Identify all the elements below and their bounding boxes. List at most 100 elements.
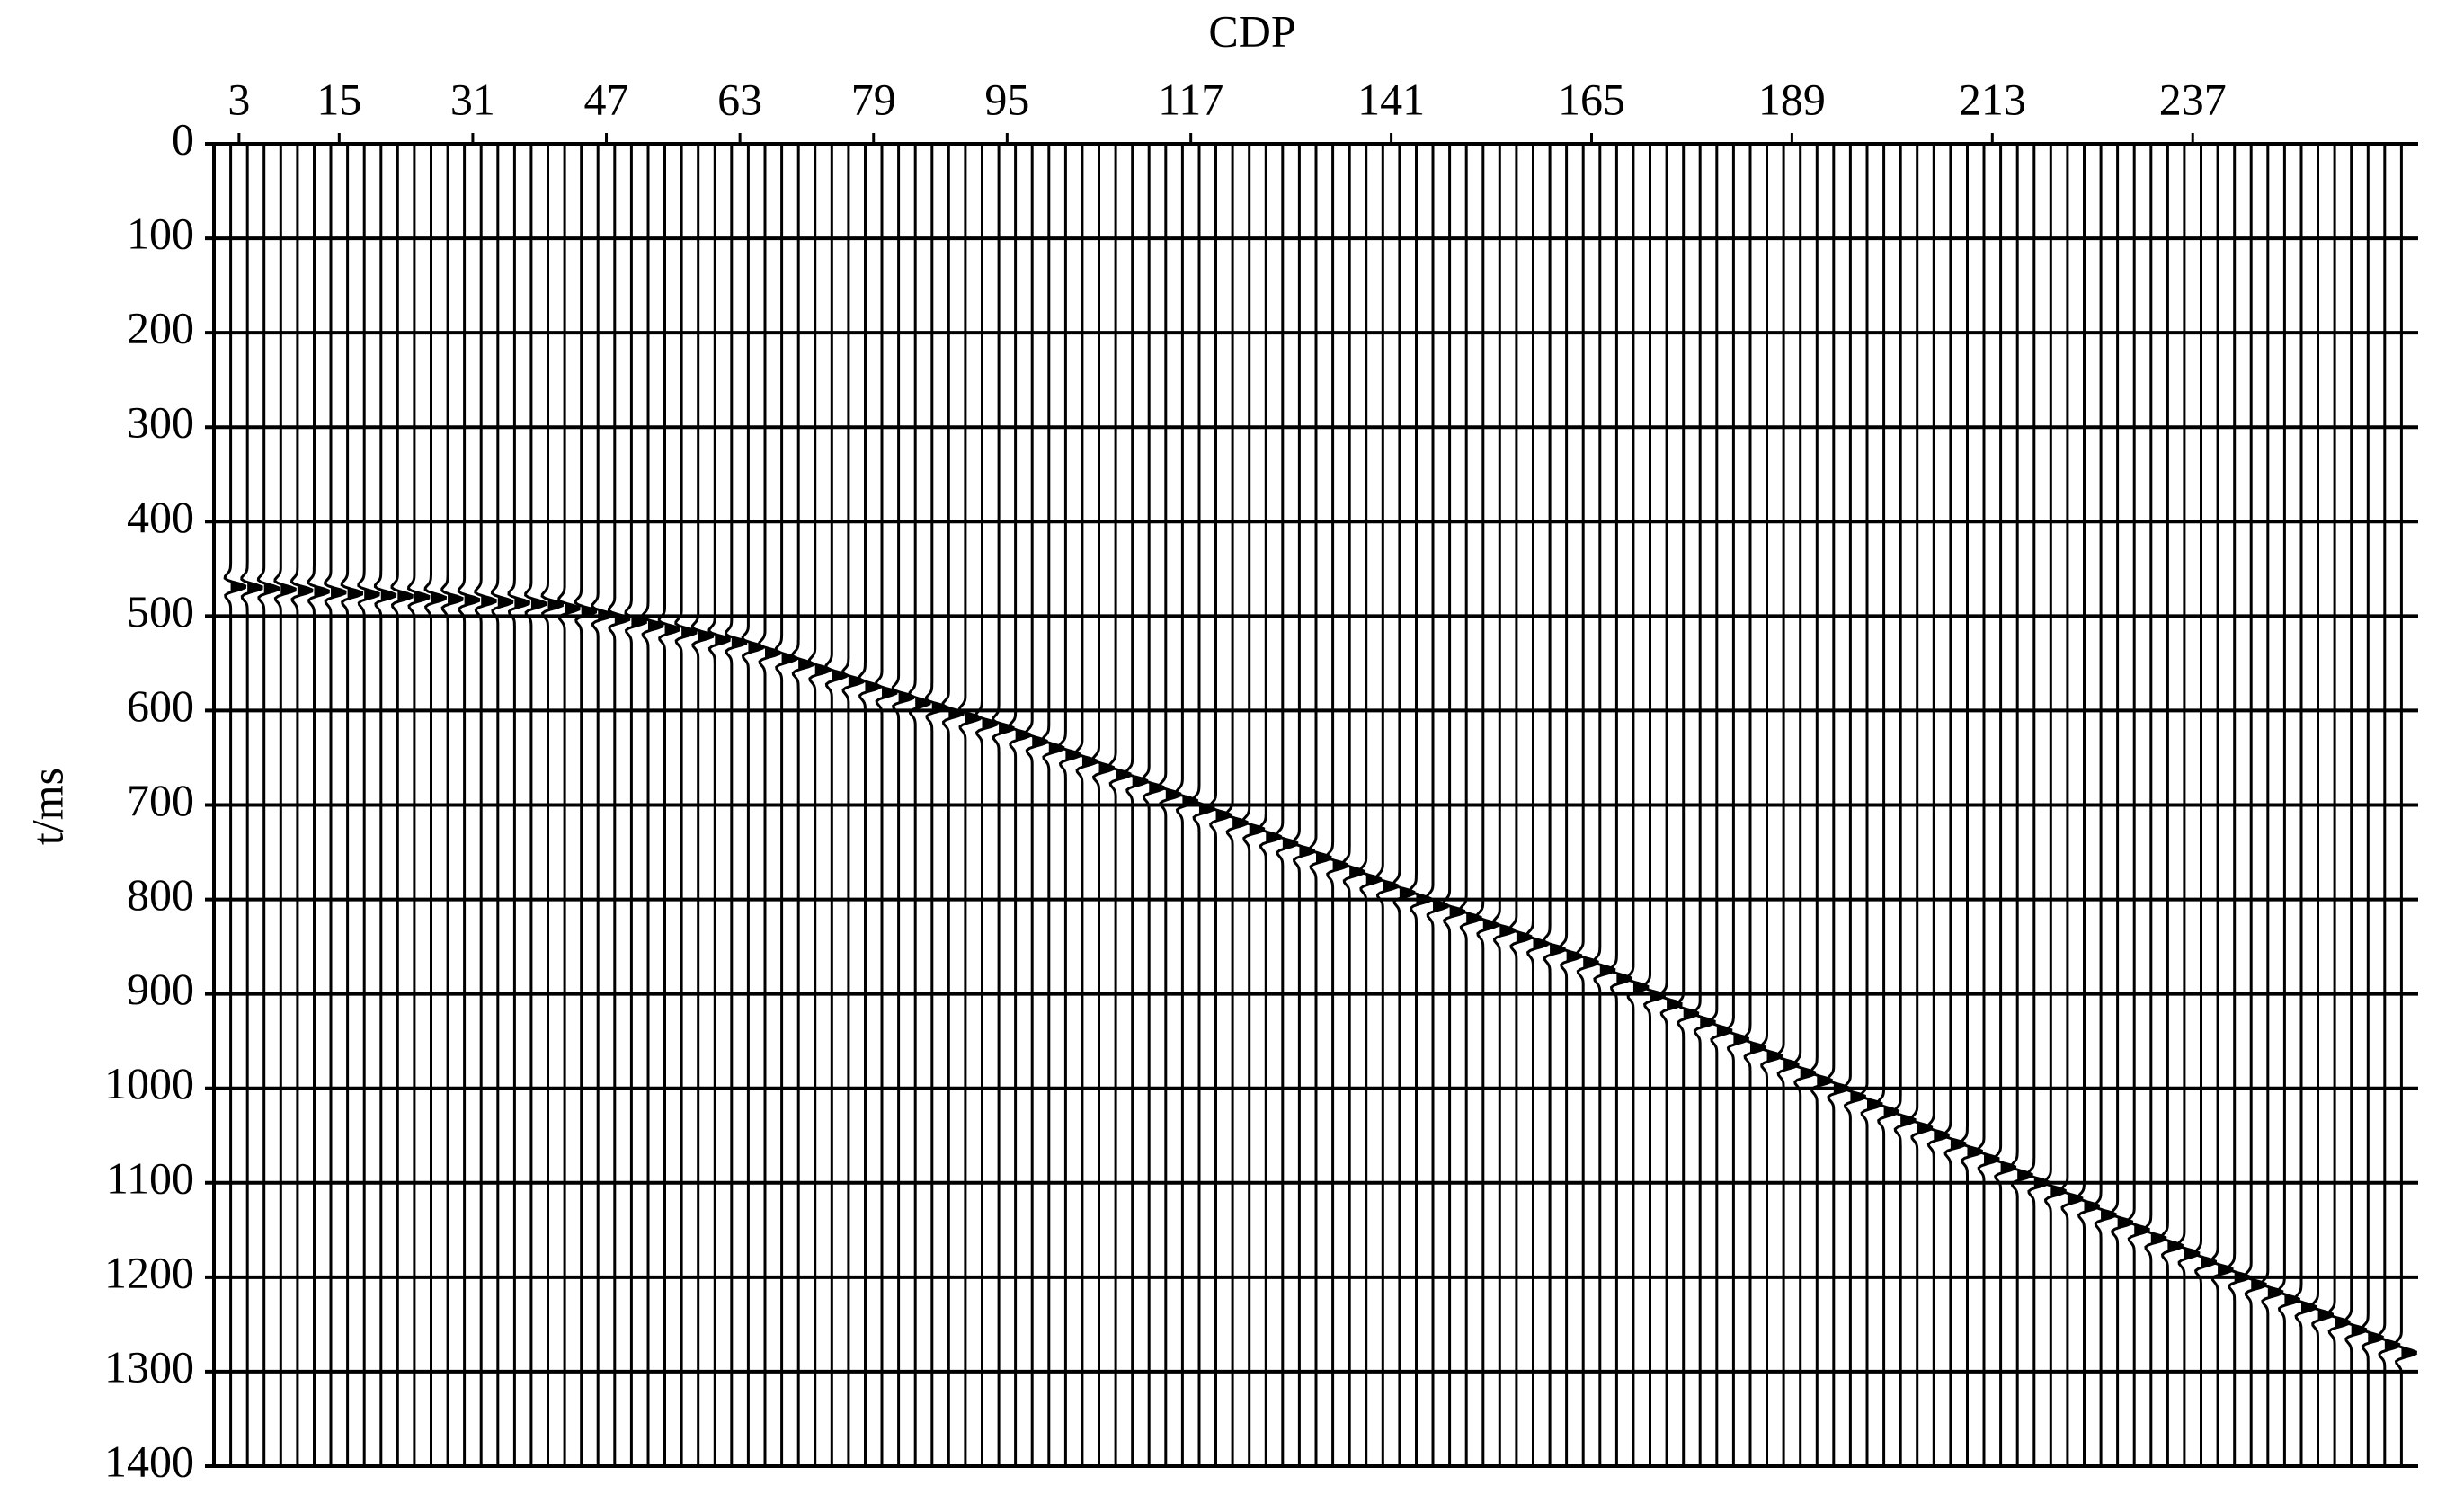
x-tick-label: 237 (2159, 74, 2227, 124)
trace-fill (1149, 735, 1164, 840)
trace-fill (1015, 682, 1030, 787)
trace-fill (982, 672, 997, 776)
trace-fill (2267, 1240, 2282, 1345)
trace-fill (2317, 1263, 2333, 1367)
trace-fill (2368, 1285, 2383, 1390)
trace-fill (1984, 1107, 1998, 1212)
trace-fill (497, 549, 512, 654)
trace-fill (2084, 1154, 2099, 1259)
trace-fill (1616, 927, 1632, 1031)
trace-fill (898, 645, 913, 750)
trace-fill (2300, 1255, 2316, 1360)
trace-fill (464, 547, 479, 653)
trace-fill (2184, 1201, 2199, 1306)
trace-fill (2201, 1210, 2216, 1314)
trace-fill (1499, 878, 1515, 983)
y-tick-label: 900 (127, 964, 194, 1014)
y-tick-label: 700 (127, 775, 194, 825)
trace-fill (1249, 778, 1264, 882)
trace-fill (1783, 1012, 1799, 1117)
x-tick-label: 79 (851, 74, 896, 124)
trace-fill (664, 577, 680, 681)
trace-fill (1098, 716, 1114, 821)
trace-fill (431, 546, 446, 651)
y-tick-label: 200 (127, 303, 194, 353)
trace-fill (1116, 723, 1131, 827)
y-tick-label: 500 (127, 586, 194, 636)
trace-fill (1299, 799, 1314, 903)
y-tick-label: 1400 (104, 1436, 194, 1486)
trace-fill (614, 566, 629, 672)
trace-fill (1081, 709, 1097, 814)
trace-fill (1733, 987, 1748, 1091)
trace-fill (2351, 1277, 2366, 1383)
trace-fill (1282, 791, 1297, 896)
x-tick-label: 165 (1558, 74, 1625, 124)
trace-fill (1533, 892, 1548, 996)
y-tick-label: 600 (127, 680, 194, 731)
trace-fill (999, 676, 1014, 781)
trace-fill (1550, 897, 1565, 1002)
trace-fill (380, 543, 396, 648)
x-tick-label: 189 (1758, 74, 1826, 124)
trace-fill (698, 583, 713, 689)
trace-fill (1048, 696, 1063, 801)
trace-fill (2017, 1123, 2032, 1228)
y-tick-label: 100 (127, 209, 194, 259)
trace-fill (331, 540, 345, 645)
y-tick-label: 1000 (104, 1058, 194, 1108)
trace-fill (1032, 689, 1047, 794)
trace-fill (247, 536, 262, 640)
trace-fill (2167, 1194, 2183, 1298)
trace-fill (1650, 943, 1665, 1048)
trace-fill (2050, 1139, 2066, 1244)
trace-fill (1349, 820, 1365, 924)
trace-fill (1383, 834, 1398, 938)
trace-fill (414, 545, 429, 650)
trace-fill (448, 547, 463, 652)
trace-fill (2284, 1248, 2299, 1352)
trace-fill (1700, 970, 1715, 1074)
x-tick-label: 117 (1158, 74, 1223, 124)
trace-fill (1934, 1083, 1949, 1188)
trace-fill (2401, 1301, 2416, 1405)
trace-fill (1365, 827, 1381, 932)
x-tick-label: 63 (717, 74, 762, 124)
trace-fill (832, 623, 847, 728)
trace-fill (1433, 854, 1447, 958)
trace-fill (1667, 952, 1682, 1056)
y-tick-label: 300 (127, 397, 194, 448)
y-tick-label: 1100 (106, 1152, 194, 1203)
trace-fill (1967, 1099, 1982, 1204)
trace-fill (581, 559, 596, 663)
trace-fill (1850, 1045, 1865, 1149)
trace-fill (798, 612, 814, 716)
trace-fill (314, 539, 329, 644)
trace-fill (1065, 703, 1081, 807)
x-tick-label: 95 (984, 74, 1029, 124)
x-tick-label: 31 (450, 74, 495, 124)
trace-fill (865, 635, 880, 739)
trace-fill (948, 661, 964, 766)
x-tick-label: 213 (1959, 74, 2026, 124)
trace-fill (364, 542, 379, 646)
trace-fill (1900, 1068, 1916, 1173)
trace-fill (781, 606, 796, 711)
y-tick-label: 400 (127, 492, 194, 542)
y-tick-label: 800 (127, 869, 194, 920)
trace-fill (1749, 995, 1765, 1100)
trace-fill (1632, 935, 1648, 1040)
y-tick-label: 1200 (104, 1247, 194, 1297)
y-tick-label: 0 (172, 113, 194, 164)
x-axis-label: CDP (1208, 5, 1295, 56)
trace-fill (715, 587, 730, 692)
trace-fill (1867, 1052, 1881, 1157)
trace-fill (514, 550, 529, 655)
trace-fill (2218, 1217, 2233, 1322)
trace-fill (681, 580, 697, 685)
trace-fill (814, 618, 830, 723)
trace-fill (1516, 885, 1531, 990)
trace-fill (280, 538, 296, 642)
y-tick-label: 1300 (104, 1341, 194, 1392)
trace-fill (530, 551, 546, 656)
